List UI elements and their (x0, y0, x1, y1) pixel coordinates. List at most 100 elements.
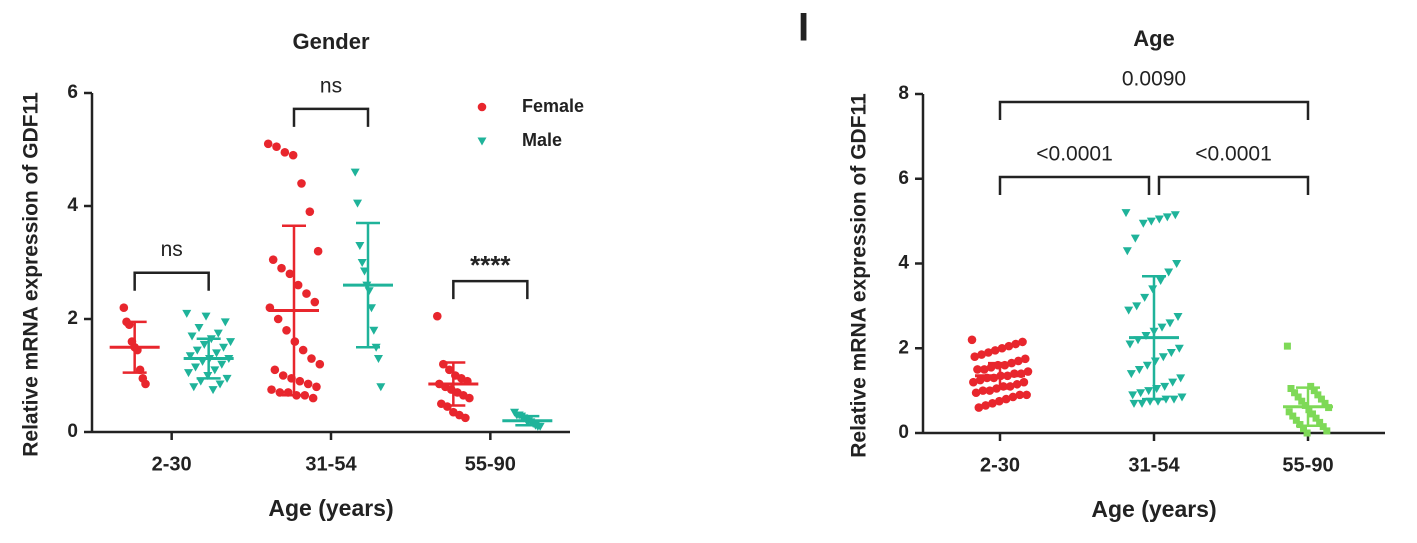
data-point (1126, 370, 1136, 379)
data-point (310, 297, 320, 307)
significance-label: ns (161, 238, 183, 261)
data-point (1312, 414, 1320, 422)
y-tick-label: 2 (67, 308, 78, 329)
significance-bracket (292, 107, 370, 127)
y-tick-label: 8 (898, 83, 909, 104)
data-point (1169, 395, 1179, 404)
data-point (199, 340, 209, 349)
data-point (187, 332, 197, 341)
data-point (307, 354, 316, 363)
sd-bar (196, 337, 221, 380)
data-point (1122, 247, 1132, 256)
data-point (305, 207, 315, 216)
y-tick-label: 4 (898, 253, 909, 274)
data-point (1154, 215, 1164, 224)
data-point (182, 309, 192, 318)
data-point (1173, 312, 1183, 321)
data-point (1148, 285, 1158, 294)
sd-bar (441, 361, 466, 407)
data-point (1125, 340, 1135, 349)
data-point (1168, 378, 1178, 387)
data-point (373, 355, 383, 364)
sd-bar (988, 361, 1012, 390)
data-point (1144, 387, 1154, 396)
x-tick-label: 55-90 (1282, 454, 1333, 476)
data-point (282, 326, 291, 335)
data-point (285, 269, 295, 279)
data-point (461, 413, 470, 423)
data-point (1308, 410, 1316, 418)
legend-marker (477, 137, 487, 146)
y-axis-label: Relative mRNA expression of GDF11 (848, 93, 871, 458)
data-point (226, 338, 236, 347)
x-axis-label: Age (years) (268, 495, 393, 521)
significance-label: <0.0001 (1195, 143, 1272, 166)
significance-bracket (133, 271, 210, 291)
data-point (1317, 395, 1325, 403)
data-point (189, 383, 199, 392)
data-point (141, 379, 150, 389)
y-tick-label: 0 (67, 421, 78, 442)
data-point (222, 374, 232, 383)
data-point (312, 382, 321, 392)
data-point (298, 345, 308, 355)
data-point (1164, 268, 1174, 277)
data-point (1022, 390, 1031, 400)
data-point (979, 365, 989, 374)
data-point (191, 363, 201, 372)
data-point (1008, 392, 1018, 402)
sd-bar (1142, 274, 1166, 401)
data-point (465, 393, 474, 403)
data-point (997, 343, 1007, 353)
data-point (432, 311, 442, 321)
significance-label: **** (470, 250, 511, 280)
data-point (353, 199, 363, 208)
data-point (1157, 323, 1167, 332)
data-point (1004, 341, 1014, 351)
data-point (1012, 379, 1022, 389)
data-point (971, 388, 981, 398)
data-point (445, 365, 454, 375)
x-tick-label: 2-30 (152, 453, 192, 475)
data-point (1018, 337, 1027, 347)
chart-title: Age (1133, 26, 1175, 51)
data-point (303, 379, 313, 389)
data-point (213, 329, 223, 338)
data-point (217, 360, 227, 369)
data-point (376, 383, 386, 392)
y-tick-label: 4 (67, 195, 78, 216)
data-point (293, 280, 303, 290)
data-point (988, 399, 997, 408)
data-point (369, 326, 379, 335)
data-point (1314, 391, 1322, 399)
data-point (1307, 382, 1315, 390)
data-point (1011, 339, 1021, 349)
x-tick-label: 55-90 (465, 453, 516, 475)
data-point (1140, 293, 1150, 302)
data-point (969, 377, 978, 387)
data-point (357, 259, 367, 267)
data-point (212, 349, 222, 358)
x-tick-label: 2-30 (980, 454, 1020, 476)
data-point (1294, 393, 1302, 401)
data-point (981, 401, 990, 410)
data-point (185, 352, 195, 361)
data-point (1298, 397, 1306, 405)
data-point (1321, 399, 1329, 407)
data-point (1136, 389, 1146, 398)
data-point (1172, 260, 1182, 268)
data-point (1014, 356, 1023, 366)
data-point (1121, 209, 1131, 218)
data-point (974, 403, 984, 412)
data-point (278, 371, 288, 380)
data-point (1019, 377, 1029, 387)
data-point (119, 303, 129, 313)
data-point (192, 346, 202, 355)
data-point (1170, 211, 1180, 220)
data-point (1142, 361, 1152, 370)
data-point (280, 148, 290, 157)
x-axis-label: Age (years) (1091, 496, 1216, 522)
sd-bar (356, 221, 380, 349)
data-point (1160, 382, 1170, 391)
